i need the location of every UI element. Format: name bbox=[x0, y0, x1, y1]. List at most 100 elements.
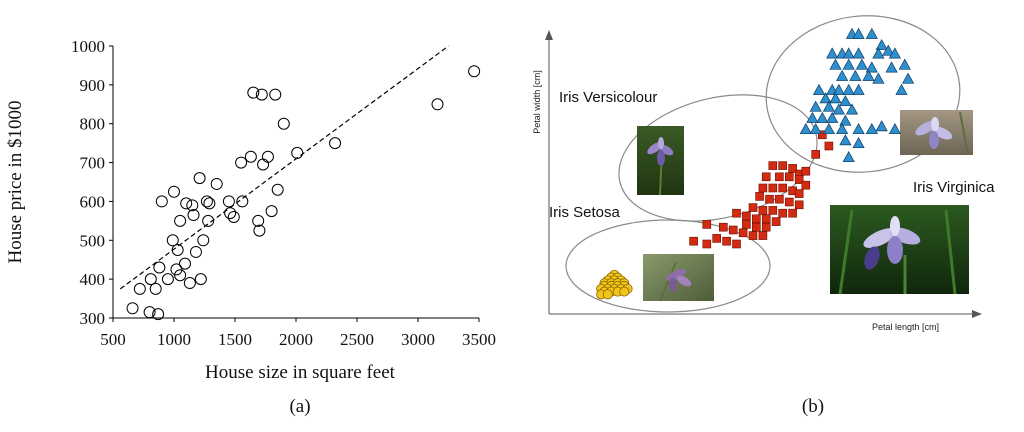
data-point bbox=[126, 302, 139, 315]
setosa-point bbox=[619, 286, 630, 297]
virginica-point bbox=[809, 100, 822, 112]
data-point bbox=[203, 197, 216, 210]
data-point bbox=[180, 197, 193, 210]
virginica-point bbox=[852, 27, 865, 39]
versicolour-point bbox=[784, 172, 794, 182]
versicolour-point bbox=[728, 225, 738, 235]
versicolour-point bbox=[794, 189, 804, 198]
panel-a-tick-labels: 500 1000 1500 2000 2500 3000 3500 300 400 500 600 7… bbox=[71, 37, 496, 349]
versicolour-point bbox=[778, 161, 788, 170]
x-tick-label: 2000 bbox=[279, 330, 313, 349]
y-tick-label: 300 bbox=[80, 309, 106, 328]
data-point bbox=[174, 269, 187, 282]
data-point bbox=[277, 117, 290, 130]
data-point bbox=[257, 158, 270, 171]
virginica-point bbox=[842, 58, 855, 70]
data-point bbox=[329, 137, 342, 150]
data-point bbox=[170, 263, 183, 276]
virginica-point bbox=[806, 111, 819, 123]
virginica-point bbox=[812, 83, 826, 95]
versicolour-point bbox=[758, 206, 768, 215]
data-point bbox=[133, 282, 146, 295]
virginica-point bbox=[852, 47, 865, 59]
data-point bbox=[431, 98, 444, 111]
virginica-point bbox=[839, 114, 852, 126]
panel-a-y-axis-label: House price in $1000 bbox=[5, 100, 26, 263]
data-point bbox=[269, 88, 282, 101]
versicolour-point bbox=[768, 206, 778, 215]
data-point bbox=[235, 156, 248, 169]
panel-a-x-axis-label: House size in square feet bbox=[205, 362, 396, 383]
panel-b-y-axis-label: Petal width [cm] bbox=[532, 70, 542, 134]
virginica-point bbox=[849, 69, 862, 81]
virginica-point bbox=[872, 47, 885, 59]
data-point bbox=[168, 185, 180, 198]
virginica-point bbox=[888, 47, 901, 59]
virginica-point bbox=[836, 122, 849, 135]
data-point bbox=[149, 282, 162, 295]
virginica-point bbox=[865, 27, 878, 39]
x-tick-label: 1000 bbox=[157, 330, 191, 349]
versicolour-point bbox=[768, 161, 778, 170]
versicolour-point bbox=[817, 130, 827, 140]
virginica-point bbox=[852, 83, 865, 95]
panel-b-x-axis-arrow bbox=[972, 310, 982, 318]
versicolour-point bbox=[778, 208, 788, 218]
data-point bbox=[189, 245, 202, 258]
versicolour-point bbox=[801, 166, 811, 176]
virginica-point bbox=[822, 100, 835, 112]
y-tick-label: 400 bbox=[80, 270, 106, 289]
versicolour-point bbox=[778, 183, 788, 193]
data-point bbox=[222, 195, 235, 208]
versicolour-point bbox=[765, 194, 774, 204]
data-point bbox=[236, 195, 249, 208]
virginica-point bbox=[829, 58, 842, 70]
panel-a-label: (a) bbox=[289, 396, 310, 417]
virginica-point bbox=[816, 111, 829, 123]
virginica-point bbox=[832, 103, 845, 115]
virginica-point bbox=[898, 58, 911, 70]
panel-b-iris-chart: Petal length [cm] Petal width [cm] bbox=[532, 15, 995, 417]
virginica-point bbox=[839, 134, 852, 146]
annotation-iris-virginica: Iris Virginica bbox=[913, 179, 995, 196]
data-point bbox=[144, 273, 157, 286]
virginica-point bbox=[852, 136, 865, 149]
y-tick-label: 700 bbox=[80, 154, 106, 173]
versicolour-point bbox=[702, 220, 712, 229]
data-point bbox=[253, 224, 266, 237]
virginica-point bbox=[842, 47, 855, 59]
data-point bbox=[291, 146, 304, 159]
data-point bbox=[244, 150, 257, 163]
versicolour-point bbox=[738, 228, 748, 238]
versicolour-point bbox=[702, 239, 712, 249]
versicolour-point bbox=[768, 183, 778, 193]
virginica-point bbox=[902, 72, 915, 84]
data-point bbox=[247, 86, 260, 99]
versicolour-point bbox=[784, 197, 794, 207]
data-point bbox=[183, 277, 196, 290]
versicolour-point bbox=[824, 141, 834, 151]
virginica-small-flower-photo bbox=[900, 110, 973, 156]
versicolour-point bbox=[712, 234, 722, 243]
versicolour-point bbox=[771, 217, 781, 226]
versicolour-point bbox=[722, 236, 731, 246]
data-point bbox=[255, 88, 268, 101]
versicolour-point bbox=[761, 172, 771, 182]
virginica-point bbox=[819, 92, 832, 104]
versicolour-flower-photo bbox=[637, 126, 684, 196]
virginica-point bbox=[855, 58, 868, 70]
versicolour-point bbox=[732, 239, 741, 249]
data-point bbox=[186, 199, 199, 212]
virginica-point bbox=[836, 69, 849, 81]
virginica-point bbox=[872, 72, 885, 84]
versicolour-point bbox=[732, 208, 741, 218]
x-tick-label: 3500 bbox=[462, 330, 496, 349]
virginica-large-flower-photo bbox=[830, 205, 969, 295]
versicolour-point bbox=[748, 231, 758, 240]
versicolour-point bbox=[718, 222, 728, 232]
panel-b-points bbox=[596, 27, 915, 300]
setosa-cluster-ellipse bbox=[565, 219, 771, 313]
data-point bbox=[468, 65, 481, 78]
data-point bbox=[197, 234, 210, 247]
